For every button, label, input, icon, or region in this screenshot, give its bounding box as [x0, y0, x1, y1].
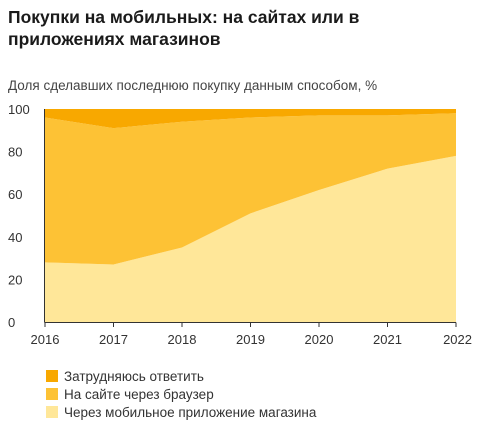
legend-label: Через мобильное приложение магазина — [64, 404, 317, 420]
legend-item: Через мобильное приложение магазина — [46, 403, 316, 421]
x-tick-label: 2018 — [168, 332, 197, 347]
legend-swatch — [46, 406, 58, 418]
y-tick-label: 60 — [8, 187, 22, 202]
area-series-2 — [45, 109, 456, 129]
x-tick-label: 2019 — [236, 332, 265, 347]
y-tick-label: 100 — [8, 102, 30, 117]
x-tick-label: 2022 — [443, 332, 472, 347]
chart-title: Покупки на мобильных: на сайтах или в пр… — [8, 7, 360, 49]
legend-swatch — [46, 370, 58, 382]
x-tick-label: 2017 — [99, 332, 128, 347]
x-tick-label: 2020 — [305, 332, 334, 347]
y-tick-label: 20 — [8, 272, 22, 287]
area-series-1 — [45, 113, 456, 265]
legend-item: Затрудняюсь ответить — [46, 367, 316, 385]
y-tick-label: 40 — [8, 230, 22, 245]
y-axis-label: Доля сделавших последнюю покупку данным … — [8, 78, 378, 93]
legend-item: На сайте через браузер — [46, 385, 316, 403]
y-tick-label: 80 — [8, 145, 22, 160]
legend-swatch — [46, 388, 58, 400]
y-tick-label: 0 — [8, 315, 15, 330]
x-tick-label: 2016 — [31, 332, 60, 347]
legend-label: На сайте через браузер — [64, 386, 214, 402]
x-tick-label: 2021 — [373, 332, 402, 347]
area-series-0 — [45, 155, 456, 322]
legend-label: Затрудняюсь ответить — [64, 368, 204, 384]
legend: Затрудняюсь ответить На сайте через брауз… — [46, 367, 316, 421]
